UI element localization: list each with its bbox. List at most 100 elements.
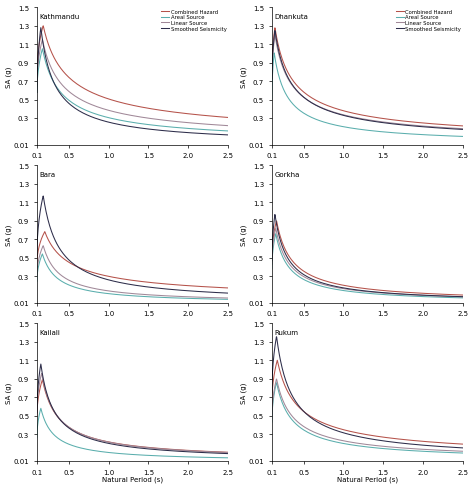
Combined Hazard (275, 360, 281, 366)
Y-axis label: SA (g): SA (g) (6, 382, 12, 403)
Areal Source (269, 97, 274, 103)
Combined Hazard (460, 292, 466, 298)
Areal Source (82, 108, 88, 114)
Smoothed Seismicity (460, 294, 466, 300)
Areal Source (269, 266, 274, 272)
Combined Hazard (438, 122, 444, 128)
Areal Source (39, 47, 45, 53)
Line: Combined Hazard: Combined Hazard (37, 27, 228, 118)
Line: Smoothed Seismicity: Smoothed Seismicity (37, 29, 228, 136)
Linear Source (363, 289, 369, 295)
Legend: Combined Hazard, Areal Source, Linear Source, Smoothed Seismicity: Combined Hazard, Areal Source, Linear So… (160, 9, 228, 33)
Linear Source (225, 296, 231, 302)
Smoothed Seismicity (34, 90, 40, 96)
Areal Source (460, 134, 466, 140)
Areal Source (438, 295, 444, 301)
Combined Hazard (317, 277, 323, 283)
Areal Source (317, 283, 323, 289)
Combined Hazard (203, 285, 209, 290)
Text: Bara: Bara (39, 171, 55, 177)
Text: Kathmandu: Kathmandu (39, 14, 80, 20)
Line: Smoothed Seismicity: Smoothed Seismicity (272, 337, 463, 448)
Areal Source (438, 449, 444, 455)
Smoothed Seismicity (460, 445, 466, 451)
Combined Hazard (317, 419, 323, 425)
Areal Source (460, 450, 466, 456)
Smoothed Seismicity (54, 242, 60, 247)
Line: Linear Source: Linear Source (272, 379, 463, 451)
Linear Source (54, 413, 60, 419)
Smoothed Seismicity (273, 214, 278, 220)
Combined Hazard (39, 377, 45, 383)
Text: Kailali: Kailali (39, 329, 60, 335)
Combined Hazard (37, 240, 43, 246)
Smoothed Seismicity (203, 132, 209, 138)
Linear Source (203, 449, 209, 455)
Line: Areal Source: Areal Source (37, 254, 228, 300)
Combined Hazard (34, 414, 40, 420)
Line: Linear Source: Linear Source (37, 41, 228, 126)
Smoothed Seismicity (37, 31, 43, 37)
Linear Source (34, 82, 40, 88)
Combined Hazard (54, 61, 60, 67)
Line: Combined Hazard: Combined Hazard (272, 361, 463, 444)
Combined Hazard (40, 26, 46, 32)
Areal Source (34, 435, 40, 441)
Linear Source (438, 125, 444, 131)
Areal Source (269, 419, 274, 425)
Linear Source (275, 48, 281, 54)
Smoothed Seismicity (272, 29, 278, 35)
Combined Hazard (460, 124, 466, 130)
Smoothed Seismicity (82, 269, 88, 275)
Combined Hazard (272, 26, 278, 32)
Linear Source (438, 447, 444, 453)
Areal Source (37, 408, 43, 414)
Combined Hazard (363, 432, 369, 438)
Areal Source (273, 58, 278, 64)
Smoothed Seismicity (317, 105, 323, 111)
Combined Hazard (269, 400, 274, 406)
Areal Source (275, 240, 281, 246)
Combined Hazard (128, 103, 134, 109)
Areal Source (363, 444, 369, 450)
Smoothed Seismicity (438, 293, 444, 299)
Smoothed Seismicity (225, 451, 231, 457)
Linear Source (39, 371, 45, 377)
Linear Source (275, 235, 281, 241)
Line: Areal Source: Areal Source (272, 54, 463, 137)
Areal Source (203, 296, 209, 302)
Smoothed Seismicity (269, 390, 274, 396)
Line: Linear Source: Linear Source (37, 374, 228, 452)
Linear Source (39, 38, 45, 43)
Areal Source (273, 231, 279, 237)
Linear Source (289, 83, 295, 89)
Linear Source (363, 442, 369, 447)
Areal Source (203, 454, 209, 460)
Smoothed Seismicity (460, 127, 466, 133)
Areal Source (317, 119, 323, 124)
Line: Areal Source: Areal Source (272, 234, 463, 298)
Areal Source (289, 417, 295, 423)
Areal Source (225, 297, 231, 303)
Areal Source (273, 380, 279, 386)
Smoothed Seismicity (317, 421, 323, 427)
Combined Hazard (37, 36, 43, 42)
Linear Source (289, 413, 295, 419)
Combined Hazard (363, 114, 369, 120)
Areal Source (39, 251, 45, 257)
Combined Hazard (40, 379, 46, 385)
Line: Smoothed Seismicity: Smoothed Seismicity (37, 365, 228, 454)
Smoothed Seismicity (363, 118, 369, 124)
Combined Hazard (54, 413, 60, 419)
Linear Source (289, 265, 295, 271)
Smoothed Seismicity (203, 450, 209, 456)
Smoothed Seismicity (128, 124, 134, 130)
Linear Source (34, 273, 40, 279)
Smoothed Seismicity (275, 228, 281, 234)
Linear Source (460, 126, 466, 132)
Legend: Combined Hazard, Areal Source, Linear Source, Smoothed Seismicity: Combined Hazard, Areal Source, Linear So… (395, 9, 463, 33)
Areal Source (40, 49, 46, 55)
Smoothed Seismicity (82, 112, 88, 118)
Y-axis label: SA (g): SA (g) (6, 224, 12, 245)
Linear Source (203, 295, 209, 301)
